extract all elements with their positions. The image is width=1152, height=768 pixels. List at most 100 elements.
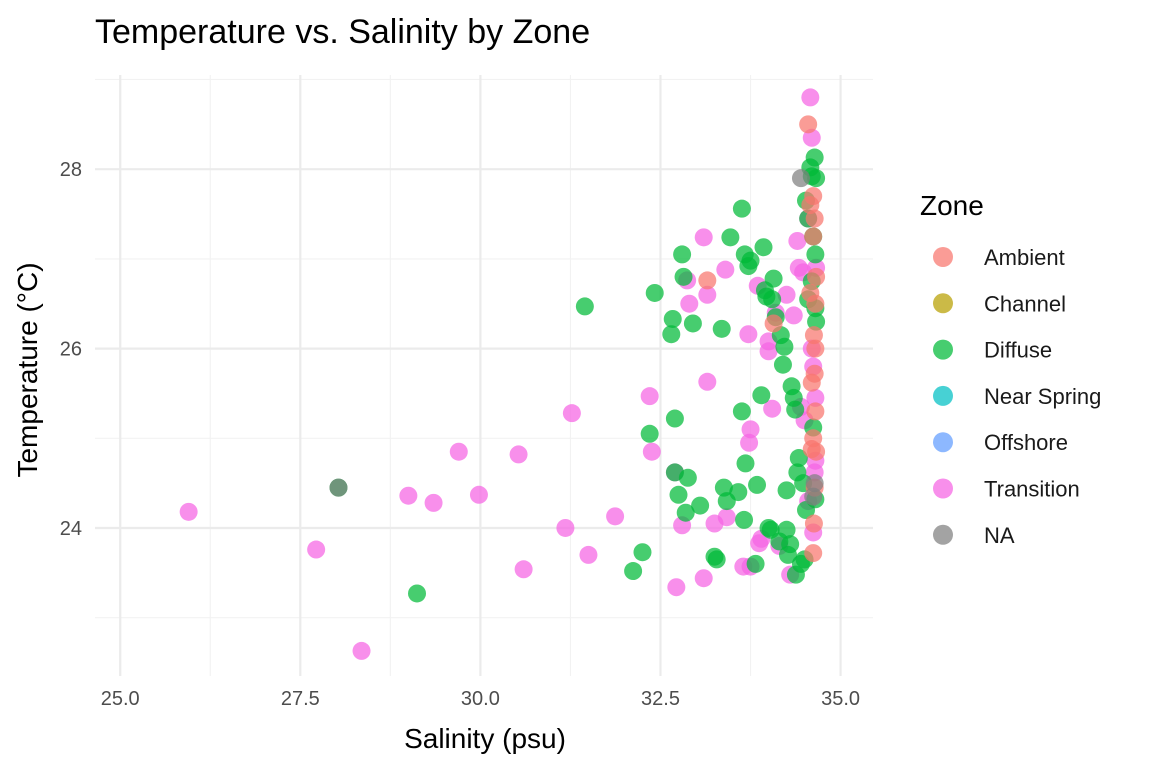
data-point xyxy=(791,169,810,188)
legend-label: Near Spring xyxy=(984,384,1101,409)
data-point xyxy=(642,442,661,461)
data-point xyxy=(806,339,825,358)
legend-label: Ambient xyxy=(984,245,1065,270)
data-point xyxy=(739,325,758,344)
legend: Zone Ambient Channel Diffuse Near Spring Off… xyxy=(920,190,1101,548)
data-point xyxy=(579,545,598,564)
data-point xyxy=(633,543,652,562)
data-point xyxy=(408,584,427,603)
data-point xyxy=(807,267,826,286)
data-point xyxy=(807,312,826,331)
legend-key xyxy=(933,524,953,545)
data-point xyxy=(752,386,771,405)
data-point xyxy=(694,228,713,247)
data-point xyxy=(804,514,823,533)
data-point xyxy=(694,569,713,588)
data-point xyxy=(804,429,823,448)
data-point xyxy=(352,641,371,660)
legend-key xyxy=(933,432,953,453)
data-point xyxy=(806,402,825,421)
data-point xyxy=(673,245,692,264)
data-point xyxy=(556,518,575,537)
legend-key xyxy=(933,478,953,499)
x-tick-label: 25.0 xyxy=(101,688,140,710)
legend-key xyxy=(933,293,953,314)
data-point xyxy=(399,486,418,505)
data-point xyxy=(606,507,625,526)
data-point xyxy=(764,269,783,288)
y-tick-label: 26 xyxy=(60,339,82,361)
data-point xyxy=(805,364,824,383)
data-point xyxy=(729,483,748,502)
data-point xyxy=(746,554,765,573)
data-point xyxy=(788,231,807,250)
data-point xyxy=(799,115,818,134)
data-point xyxy=(680,294,699,313)
data-point xyxy=(806,245,825,264)
data-point xyxy=(804,187,823,206)
data-point xyxy=(717,508,736,527)
x-axis-title: Salinity (psu) xyxy=(404,723,566,754)
legend-items: Ambient Channel Diffuse Near Spring Offshore… xyxy=(933,245,1101,548)
chart-title: Temperature vs. Salinity by Zone xyxy=(95,13,590,51)
data-point xyxy=(748,475,767,494)
data-point xyxy=(714,478,733,497)
grid xyxy=(95,75,873,676)
legend-label: Diffuse xyxy=(984,338,1052,363)
legend-label: NA xyxy=(984,523,1015,548)
data-point xyxy=(781,535,800,554)
data-point xyxy=(667,578,686,597)
data-point xyxy=(683,314,702,333)
x-axis-ticks: 25.0 27.5 30.0 32.5 35.0 xyxy=(101,688,860,710)
legend-title: Zone xyxy=(920,190,984,221)
data-point xyxy=(329,478,348,497)
x-tick-label: 32.5 xyxy=(641,688,680,710)
data-point xyxy=(469,485,488,504)
data-point xyxy=(575,297,594,316)
data-point xyxy=(754,238,773,257)
data-point xyxy=(805,148,824,167)
y-tick-label: 24 xyxy=(60,518,82,540)
data-point xyxy=(562,404,581,423)
data-point xyxy=(662,325,681,344)
y-axis-title: Temperature (°C) xyxy=(12,262,43,477)
data-point xyxy=(698,372,717,391)
data-point xyxy=(509,445,528,464)
data-point xyxy=(716,260,735,279)
data-point xyxy=(804,544,823,563)
x-tick-label: 30.0 xyxy=(461,688,500,710)
data-point xyxy=(806,294,825,313)
data-point xyxy=(698,271,717,290)
data-point xyxy=(624,562,643,581)
y-tick-label: 28 xyxy=(60,159,82,181)
data-point xyxy=(721,228,740,247)
data-point xyxy=(777,520,796,539)
legend-label: Channel xyxy=(984,291,1066,316)
data-point xyxy=(763,290,782,309)
legend-key xyxy=(933,339,953,360)
x-tick-label: 27.5 xyxy=(281,688,320,710)
data-point xyxy=(805,474,824,493)
data-point xyxy=(805,209,824,228)
data-point xyxy=(307,540,326,559)
data-point xyxy=(640,387,659,406)
data-point xyxy=(806,388,825,407)
data-point xyxy=(741,251,760,270)
data-point xyxy=(736,454,755,473)
data-point xyxy=(802,128,821,147)
legend-key xyxy=(933,247,953,267)
data-point xyxy=(424,493,443,512)
data-point xyxy=(698,285,717,304)
data-point xyxy=(775,337,794,356)
data-point xyxy=(777,285,796,304)
x-tick-label: 35.0 xyxy=(821,688,860,710)
series-ambient xyxy=(698,115,826,563)
data-point xyxy=(784,306,803,325)
data-point xyxy=(691,496,710,515)
series-transition xyxy=(179,88,826,660)
data-point xyxy=(801,88,820,107)
data-point xyxy=(678,468,697,487)
data-point xyxy=(759,342,778,361)
data-point xyxy=(807,169,826,188)
